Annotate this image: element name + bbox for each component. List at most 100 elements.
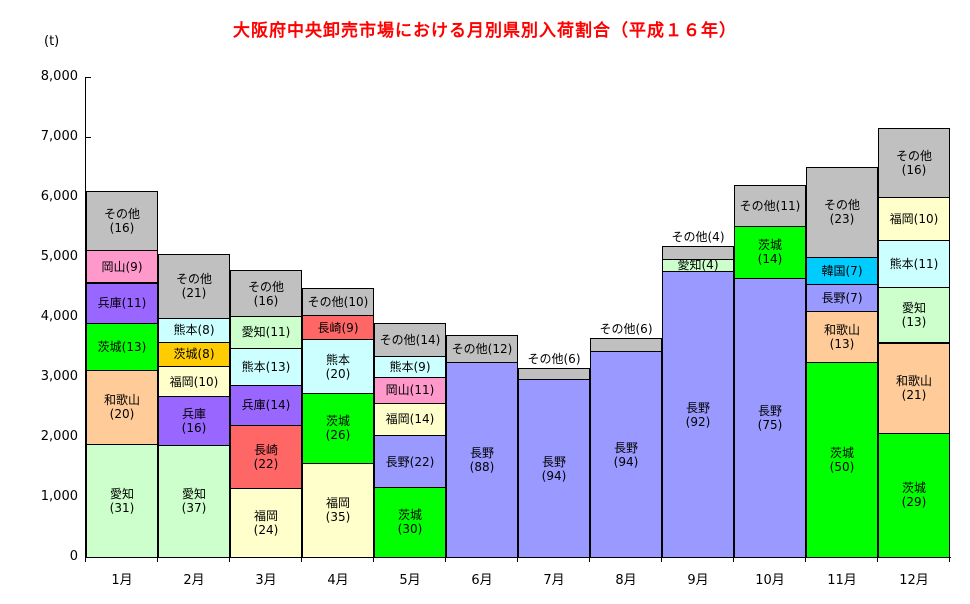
segment-label: (88) bbox=[469, 459, 495, 474]
bar-segment-1月-茨城: 茨城(13) bbox=[86, 322, 158, 372]
y-tick-label: 8,000 bbox=[40, 69, 78, 84]
bar-segment-12月-熊本: 熊本(11) bbox=[878, 239, 950, 288]
bar-segment-4月-長崎: 長崎(9) bbox=[302, 315, 374, 341]
bar-segment-12月-その他: その他 (16) bbox=[878, 128, 950, 198]
segment-label: (29) bbox=[901, 495, 927, 510]
segment-label: 兵庫(14) bbox=[241, 398, 291, 413]
segment-label: 韓国(7) bbox=[821, 263, 863, 278]
bar-segment-1月-その他: その他 (16) bbox=[86, 191, 158, 251]
x-axis-tick bbox=[517, 558, 518, 562]
segment-label: 熊本 bbox=[325, 352, 350, 367]
x-tick-label: 4月 bbox=[327, 573, 349, 588]
bar-segment-4月-福岡: 福岡 (35) bbox=[302, 462, 374, 558]
bar-segment-4月-その他: その他(10) bbox=[302, 288, 374, 317]
segment-label: その他(10) bbox=[307, 295, 369, 310]
x-axis-tick bbox=[805, 558, 806, 562]
segment-label: 熊本(11) bbox=[889, 256, 939, 271]
bar-segment-8月-その他 bbox=[590, 338, 662, 353]
bar-segment-6月-長野: 長野 (88) bbox=[446, 361, 518, 558]
x-tick-label: 7月 bbox=[543, 573, 565, 588]
segment-label: 熊本(9) bbox=[389, 359, 431, 374]
y-tick-label: 3,000 bbox=[40, 369, 78, 384]
segment-label: (13) bbox=[829, 337, 855, 352]
y-axis-unit-label: (t) bbox=[44, 34, 60, 49]
segment-label: 兵庫 bbox=[181, 407, 206, 422]
segment-label: 長崎 bbox=[253, 443, 278, 458]
segment-label: 茨城(8) bbox=[173, 347, 215, 362]
segment-label: (23) bbox=[829, 212, 855, 227]
x-axis-tick bbox=[301, 558, 302, 562]
bar-segment-11月-長野: 長野(7) bbox=[806, 284, 878, 313]
bar-segment-3月-長崎: 長崎 (22) bbox=[230, 425, 302, 490]
x-axis-tick bbox=[373, 558, 374, 562]
segment-label: 長野 bbox=[541, 454, 566, 469]
segment-label: その他 bbox=[103, 206, 140, 221]
segment-label: 福岡 bbox=[253, 509, 278, 524]
segment-label: 長野(22) bbox=[385, 454, 435, 469]
segment-label: (37) bbox=[181, 501, 207, 516]
segment-label: (94) bbox=[541, 468, 567, 483]
segment-label: 愛知 bbox=[901, 301, 926, 316]
bar-segment-12月-福岡: 福岡(10) bbox=[878, 196, 950, 241]
x-tick-label: 5月 bbox=[399, 573, 421, 588]
y-tick-label: 2,000 bbox=[40, 429, 78, 444]
segment-label: 愛知 bbox=[109, 486, 134, 501]
bar-segment-3月-熊本: 熊本(13) bbox=[230, 347, 302, 386]
segment-label: 熊本(13) bbox=[241, 359, 291, 374]
segment-label: 長野 bbox=[469, 445, 494, 460]
segment-label: 和歌山 bbox=[823, 323, 860, 338]
segment-label: (16) bbox=[181, 421, 207, 436]
y-tick-label: 7,000 bbox=[40, 129, 78, 144]
segment-label: 兵庫(11) bbox=[97, 296, 147, 311]
x-axis-tick bbox=[589, 558, 590, 562]
segment-label: その他(12) bbox=[451, 341, 513, 356]
segment-label: 茨城 bbox=[757, 238, 782, 253]
segment-label: (92) bbox=[685, 414, 711, 429]
bar-segment-6月-その他: その他(12) bbox=[446, 335, 518, 363]
x-tick-label: 11月 bbox=[827, 573, 857, 588]
bar-segment-12月-茨城: 茨城 (29) bbox=[878, 432, 950, 558]
segment-label: (20) bbox=[325, 366, 351, 381]
bar-segment-11月-茨城: 茨城 (50) bbox=[806, 362, 878, 558]
bar-segment-11月-和歌山: 和歌山 (13) bbox=[806, 311, 878, 363]
bar-segment-11月-韓国: 韓国(7) bbox=[806, 256, 878, 285]
x-tick-label: 8月 bbox=[615, 573, 637, 588]
bar-segment-8月-長野: 長野 (94) bbox=[590, 351, 662, 558]
segment-label: (14) bbox=[757, 252, 783, 267]
y-axis-line bbox=[85, 77, 86, 558]
segment-label: 岡山(11) bbox=[385, 383, 435, 398]
bar-segment-1月-和歌山: 和歌山 (20) bbox=[86, 370, 158, 445]
bar-segment-2月-その他: その他 (21) bbox=[158, 254, 230, 319]
bar-segment-3月-愛知: 愛知(11) bbox=[230, 316, 302, 349]
segment-label: 岡山(9) bbox=[101, 259, 143, 274]
y-tick-label: 0 bbox=[69, 549, 78, 564]
segment-label: (26) bbox=[325, 428, 351, 443]
segment-label: その他 bbox=[823, 198, 860, 213]
bar-segment-5月-その他: その他(14) bbox=[374, 323, 446, 357]
segment-label: 愛知(11) bbox=[241, 325, 291, 340]
segment-label: 福岡(14) bbox=[385, 412, 435, 427]
segment-label: (94) bbox=[613, 454, 639, 469]
segment-label: (50) bbox=[829, 460, 855, 474]
segment-label: (21) bbox=[181, 286, 207, 301]
x-tick-label: 2月 bbox=[183, 573, 205, 588]
bar-segment-12月-愛知: 愛知 (13) bbox=[878, 286, 950, 344]
segment-label: (35) bbox=[325, 510, 351, 525]
bar-segment-4月-茨城: 茨城 (26) bbox=[302, 393, 374, 464]
segment-label: 茨城(13) bbox=[97, 340, 147, 355]
segment-label: 茨城 bbox=[829, 446, 854, 460]
segment-label: (13) bbox=[901, 315, 927, 330]
segment-label: 茨城 bbox=[397, 508, 422, 523]
bar-segment-1月-愛知: 愛知 (31) bbox=[86, 443, 158, 558]
x-tick-label: 6月 bbox=[471, 573, 493, 588]
segment-label: 長野 bbox=[685, 400, 710, 415]
x-axis-tick bbox=[445, 558, 446, 562]
bar-segment-1月-兵庫: 兵庫(11) bbox=[86, 282, 158, 324]
x-axis-tick bbox=[157, 558, 158, 562]
y-axis-tick bbox=[86, 77, 91, 78]
bar-segment-5月-熊本: 熊本(9) bbox=[374, 355, 446, 378]
bar-segment-3月-兵庫: 兵庫(14) bbox=[230, 384, 302, 427]
segment-label: その他 bbox=[895, 148, 932, 163]
bar-segment-5月-茨城: 茨城 (30) bbox=[374, 486, 446, 558]
